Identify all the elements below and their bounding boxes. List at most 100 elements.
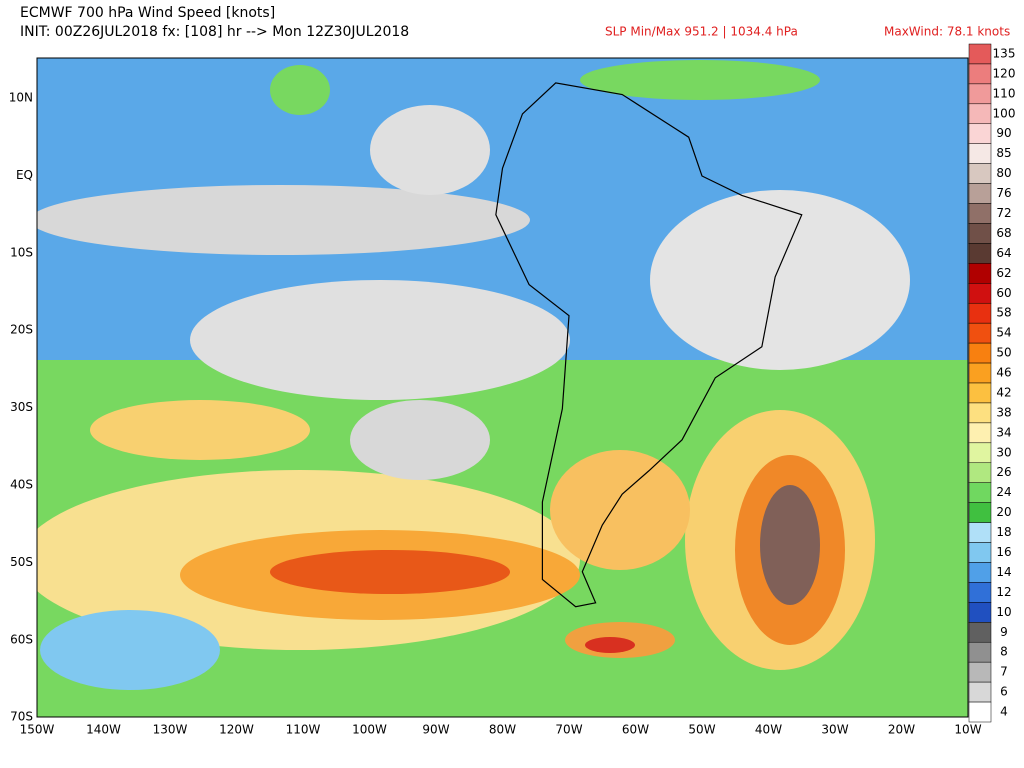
colorbar-swatch <box>968 143 992 164</box>
lon-label: 100W <box>352 723 387 737</box>
colorbar-swatch <box>968 63 992 85</box>
colorbar-swatch <box>968 422 992 444</box>
map-field <box>37 58 968 717</box>
colorbar-swatch <box>968 203 992 224</box>
colorbar-swatch <box>968 402 992 424</box>
colorbar-swatch <box>968 681 992 703</box>
map-frame <box>36 57 969 718</box>
colorbar-label: 46 <box>996 366 1011 380</box>
colorbar-swatch <box>968 283 992 304</box>
colorbar-label: 76 <box>996 186 1011 200</box>
init-line: INIT: 00Z26JUL2018 fx: [108] hr --> Mon … <box>20 24 409 40</box>
lat-label: 40S <box>10 478 33 492</box>
colorbar-swatch <box>968 302 992 324</box>
colorbar-label: 26 <box>996 465 1011 479</box>
lat-label: 10N <box>9 91 33 105</box>
colorbar-label: 100 <box>993 106 1016 120</box>
colorbar-swatch <box>968 602 992 623</box>
colorbar-label: 12 <box>996 585 1011 599</box>
colorbar-label: 34 <box>996 425 1011 439</box>
colorbar-swatch <box>968 622 992 643</box>
colorbar-swatch <box>968 183 992 204</box>
colorbar-swatch <box>968 123 992 144</box>
colorbar-label: 58 <box>996 306 1011 320</box>
colorbar-label: 68 <box>996 226 1011 240</box>
colorbar-label: 54 <box>996 326 1011 340</box>
colorbar-label: 6 <box>1000 685 1008 699</box>
lon-label: 90W <box>422 723 449 737</box>
colorbar-swatch <box>968 701 992 723</box>
lon-label: 140W <box>86 723 121 737</box>
colorbar-label: 7 <box>1000 665 1008 679</box>
colorbar-swatch <box>968 223 992 244</box>
colorbar-label: 16 <box>996 545 1011 559</box>
colorbar-label: 30 <box>996 445 1011 459</box>
colorbar-label: 10 <box>996 605 1011 619</box>
colorbar-label: 18 <box>996 525 1011 539</box>
colorbar-label: 60 <box>996 286 1011 300</box>
colorbar-label: 135 <box>993 46 1016 60</box>
colorbar-label: 90 <box>996 126 1011 140</box>
colorbar-label: 14 <box>996 565 1011 579</box>
colorbar-label: 42 <box>996 385 1011 399</box>
colorbar-swatch <box>968 322 992 344</box>
colorbar-swatch <box>968 263 992 284</box>
lon-label: 50W <box>688 723 715 737</box>
colorbar-label: 50 <box>996 346 1011 360</box>
slp-text: SLP Min/Max 951.2 | 1034.4 hPa <box>605 25 798 39</box>
colorbar-label: 110 <box>993 86 1016 100</box>
lon-label: 10W <box>954 723 981 737</box>
lon-label: 60W <box>622 723 649 737</box>
lon-label: 30W <box>821 723 848 737</box>
max-wind-text: MaxWind: 78.1 knots <box>884 25 1010 39</box>
colorbar-label: 80 <box>996 166 1011 180</box>
lat-label: 10S <box>10 245 33 259</box>
colorbar-label: 4 <box>1000 705 1008 719</box>
colorbar-swatch <box>968 103 992 125</box>
colorbar-swatch <box>968 163 992 184</box>
colorbar-swatch <box>968 641 992 663</box>
lon-label: 70W <box>555 723 582 737</box>
colorbar-label: 62 <box>996 266 1011 280</box>
colorbar-swatch <box>968 382 992 404</box>
lat-label: 20S <box>10 323 33 337</box>
colorbar-swatch <box>968 661 992 683</box>
colorbar-swatch <box>968 342 992 364</box>
lat-label: 70S <box>10 710 33 724</box>
colorbar-swatch <box>968 502 992 523</box>
colorbar-swatch <box>968 43 992 65</box>
colorbar-swatch <box>968 482 992 503</box>
coastline <box>495 82 803 608</box>
lon-label: 130W <box>153 723 188 737</box>
colorbar-label: 24 <box>996 485 1011 499</box>
lon-label: 110W <box>286 723 321 737</box>
colorbar-label: 85 <box>996 146 1011 160</box>
lat-label: 50S <box>10 555 33 569</box>
colorbar-label: 38 <box>996 405 1011 419</box>
colorbar-swatch <box>968 442 992 464</box>
lat-label: 60S <box>10 632 33 646</box>
colorbar-label: 9 <box>1000 625 1008 639</box>
colorbar-label: 8 <box>1000 645 1008 659</box>
colorbar-swatch <box>968 243 992 264</box>
lon-label: 80W <box>489 723 516 737</box>
lon-label: 120W <box>219 723 254 737</box>
lat-label: EQ <box>16 168 33 182</box>
colorbar-label: 120 <box>993 66 1016 80</box>
colorbar-label: 64 <box>996 246 1011 260</box>
lon-label: 40W <box>755 723 782 737</box>
colorbar-swatch <box>968 362 992 384</box>
colorbar-label: 72 <box>996 206 1011 220</box>
title: ECMWF 700 hPa Wind Speed [knots] <box>20 5 275 21</box>
colorbar-swatch <box>968 582 992 603</box>
colorbar-swatch <box>968 83 992 105</box>
colorbar-swatch <box>968 562 992 583</box>
lon-label: 20W <box>888 723 915 737</box>
colorbar-label: 20 <box>996 505 1011 519</box>
lon-label: 150W <box>20 723 55 737</box>
colorbar-swatch <box>968 462 992 483</box>
lat-label: 30S <box>10 400 33 414</box>
colorbar-swatch <box>968 542 992 563</box>
